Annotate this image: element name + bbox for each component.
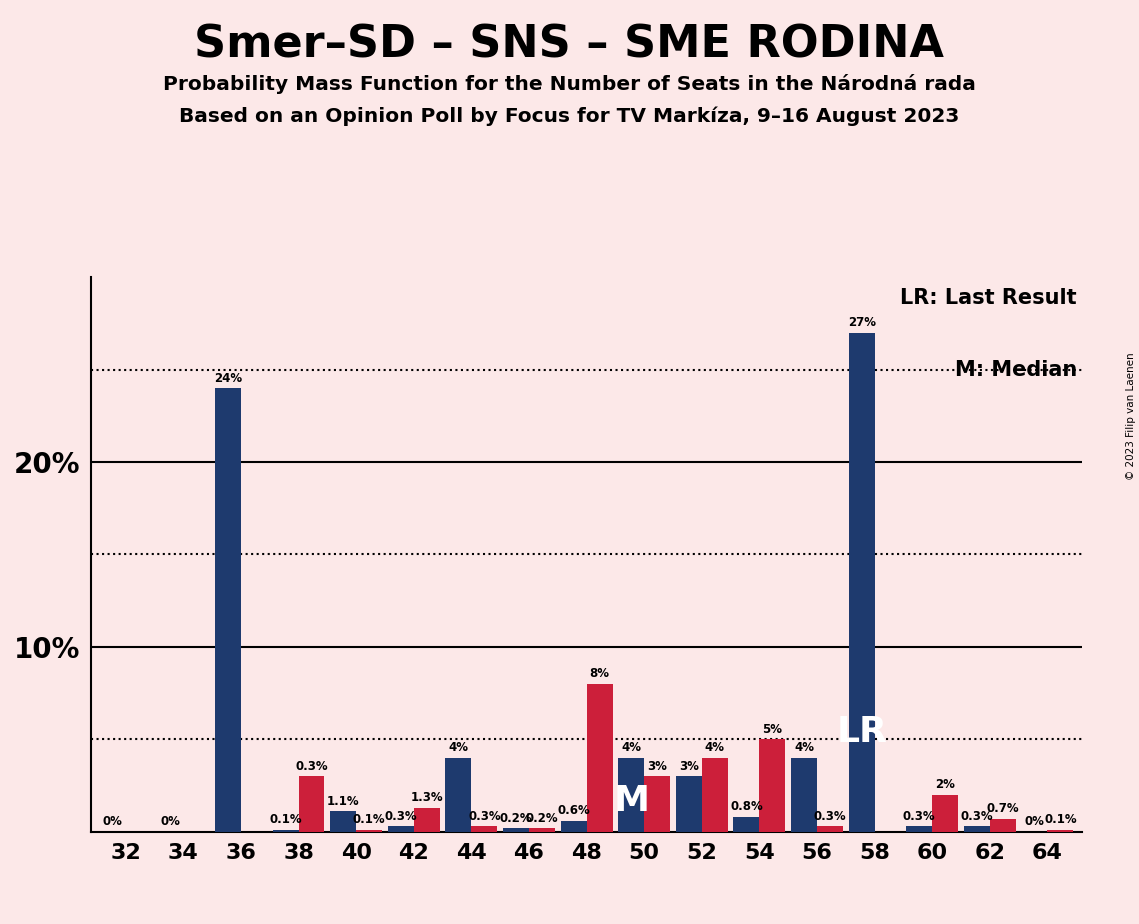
Bar [760,739,786,832]
Bar [990,819,1016,832]
Text: 2%: 2% [935,778,956,791]
Bar [445,758,472,832]
Text: 0%: 0% [161,815,180,828]
Text: 0.2%: 0.2% [525,811,558,824]
Bar [560,821,587,832]
Bar [587,684,613,832]
Bar [1048,830,1073,832]
Text: Based on an Opinion Poll by Focus for TV Markíza, 9–16 August 2023: Based on an Opinion Poll by Focus for TV… [179,106,960,126]
Text: 0.1%: 0.1% [1044,813,1076,826]
Text: 0.3%: 0.3% [960,809,993,822]
Text: 4%: 4% [621,741,641,754]
Text: 4%: 4% [794,741,814,754]
Text: 5%: 5% [762,723,782,736]
Bar [357,830,382,832]
Bar [215,388,241,832]
Text: 0.7%: 0.7% [986,802,1019,815]
Text: LR: LR [836,715,887,748]
Text: 0.2%: 0.2% [500,811,532,824]
Text: 1.3%: 1.3% [410,791,443,804]
Text: M: M [613,784,649,818]
Text: 8%: 8% [590,667,609,680]
Text: 3%: 3% [647,760,667,772]
Bar [618,758,645,832]
Bar [472,826,498,832]
Text: 0.3%: 0.3% [385,809,417,822]
Text: 0.3%: 0.3% [295,760,328,772]
Text: © 2023 Filip van Laenen: © 2023 Filip van Laenen [1126,352,1136,480]
Text: Smer–SD – SNS – SME RODINA: Smer–SD – SNS – SME RODINA [195,23,944,67]
Text: 0.3%: 0.3% [903,809,935,822]
Bar [503,828,528,832]
Text: 0.1%: 0.1% [353,813,385,826]
Text: 0.3%: 0.3% [813,809,846,822]
Text: 4%: 4% [705,741,724,754]
Text: 1.1%: 1.1% [327,795,360,808]
Bar [413,808,440,832]
Text: 0.3%: 0.3% [468,809,501,822]
Bar [528,828,555,832]
Text: 3%: 3% [679,760,699,772]
Bar [792,758,817,832]
Text: 0%: 0% [103,815,123,828]
Text: 24%: 24% [214,371,241,384]
Bar [330,811,357,832]
Text: M: Median: M: Median [954,360,1077,381]
Bar [675,776,702,832]
Bar [272,830,298,832]
Text: 0.1%: 0.1% [269,813,302,826]
Text: 27%: 27% [847,316,876,329]
Bar [964,826,990,832]
Text: 0.6%: 0.6% [557,804,590,817]
Bar [734,817,760,832]
Text: 0%: 0% [1025,815,1044,828]
Text: Probability Mass Function for the Number of Seats in the Národná rada: Probability Mass Function for the Number… [163,74,976,94]
Text: LR: Last Result: LR: Last Result [901,288,1077,309]
Bar [817,826,843,832]
Bar [387,826,413,832]
Bar [907,826,932,832]
Bar [849,333,875,832]
Text: 0.8%: 0.8% [730,800,763,813]
Bar [932,795,958,832]
Bar [645,776,670,832]
Bar [298,776,325,832]
Text: 4%: 4% [449,741,468,754]
Bar [702,758,728,832]
